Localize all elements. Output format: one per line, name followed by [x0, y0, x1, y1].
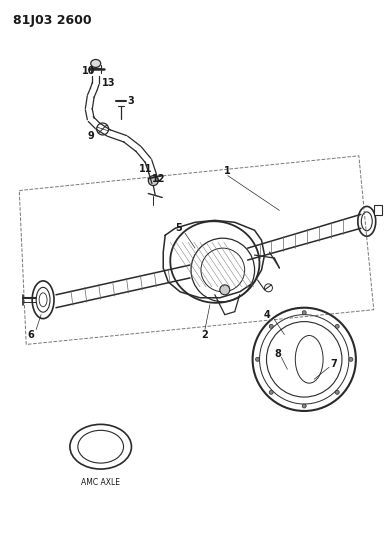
Circle shape [256, 357, 260, 361]
Text: 1: 1 [224, 166, 231, 176]
Circle shape [220, 285, 230, 295]
Text: 10: 10 [82, 67, 96, 76]
Circle shape [269, 325, 273, 328]
Bar [374, 205, 382, 215]
Text: 11: 11 [139, 164, 152, 174]
Text: 8: 8 [274, 349, 281, 359]
Ellipse shape [91, 60, 101, 67]
Text: 6: 6 [28, 329, 34, 340]
Circle shape [269, 390, 273, 394]
Text: 7: 7 [330, 359, 338, 369]
Text: 9: 9 [87, 131, 94, 141]
Circle shape [148, 176, 158, 185]
Text: 2: 2 [201, 329, 208, 340]
Text: AMC AXLE: AMC AXLE [81, 479, 120, 488]
Text: 5: 5 [175, 223, 181, 233]
Circle shape [335, 390, 339, 394]
Circle shape [335, 325, 339, 328]
Text: 13: 13 [102, 78, 115, 88]
Circle shape [349, 357, 353, 361]
Circle shape [302, 404, 306, 408]
Text: 81J03 2600: 81J03 2600 [13, 14, 92, 27]
Text: 4: 4 [264, 310, 271, 320]
Text: 3: 3 [127, 96, 134, 106]
Circle shape [302, 311, 306, 314]
Text: 12: 12 [152, 174, 165, 184]
